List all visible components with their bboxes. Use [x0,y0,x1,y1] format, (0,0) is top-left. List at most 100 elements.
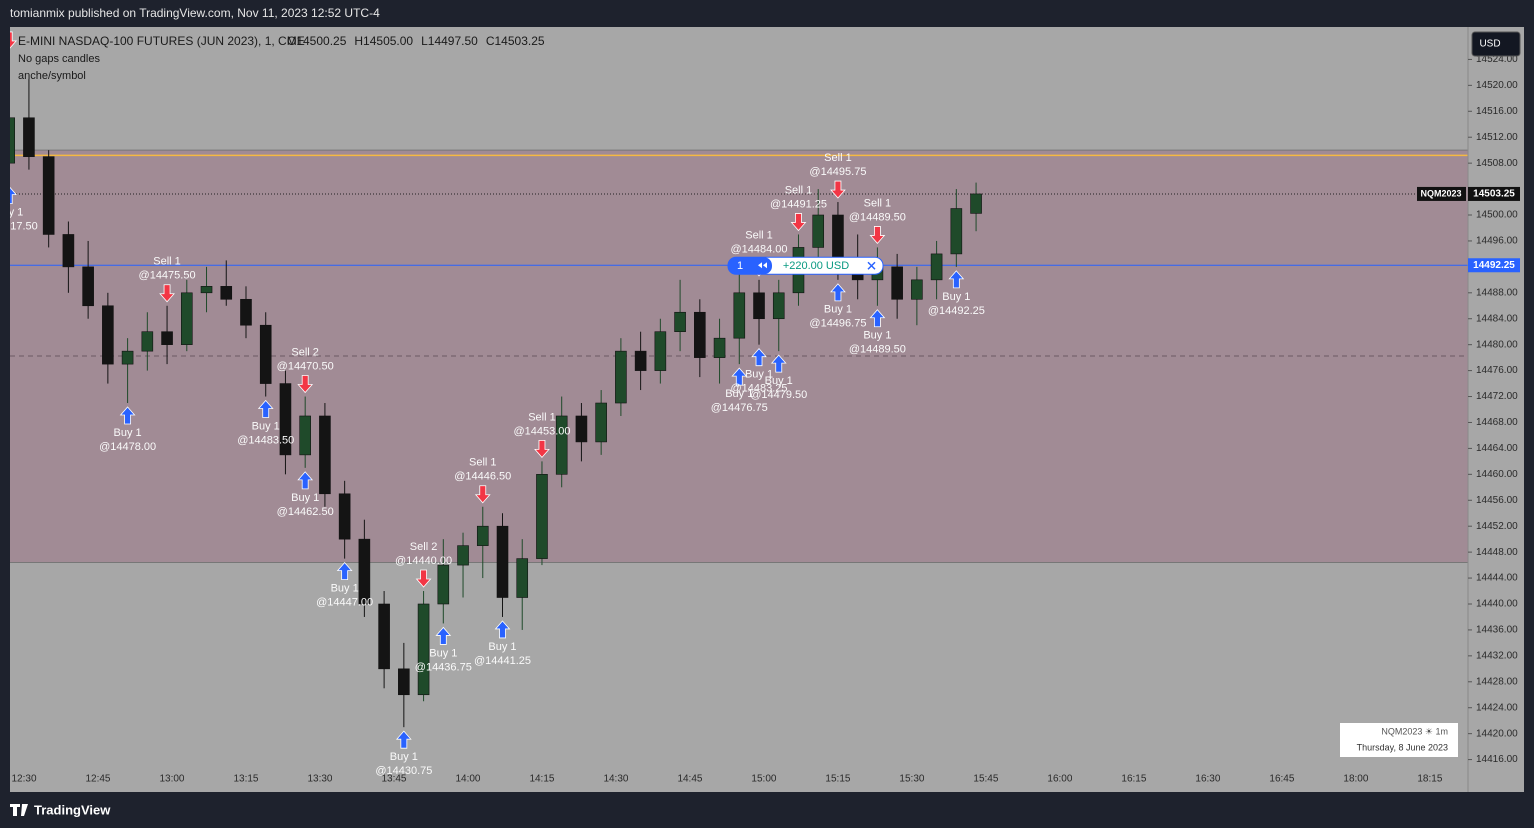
trade-label: Buy 1 [725,388,753,400]
trade-label: Sell 1 [153,256,181,268]
candle-body [299,415,311,456]
y-tick-label: 14516.00 [1476,106,1518,117]
candle-body [536,474,548,559]
y-tick-label: 14444.00 [1476,573,1518,584]
candle-body [575,415,588,443]
x-tick-label: 12:45 [85,774,110,785]
trade-label: Sell 1 [745,230,773,242]
x-tick-label: 14:00 [455,774,480,785]
trade-price: @14484.00 [730,244,787,256]
last-price-text: 14503.25 [1473,189,1515,200]
trade-label: Sell 1 [864,197,892,209]
candle-body [121,350,134,365]
symbol-tag [1417,186,1466,201]
candle-body [930,253,943,281]
y-tick-label: 14500.00 [1476,210,1518,221]
trade-price: @14436.75 [415,661,472,673]
y-tick-label: 14460.00 [1476,469,1518,480]
candle-body [832,214,844,261]
position-price-tag [1468,258,1520,273]
candle-body [634,350,647,371]
x-tick-label: 14:15 [529,774,554,785]
position-price-text: 14492.25 [1473,260,1515,271]
candle-body [772,292,785,320]
y-tick-label: 14484.00 [1476,313,1518,324]
publisher: tomianmix published on TradingView.com, … [10,6,380,20]
trade-label: Sell 1 [528,411,556,423]
x-tick-label: 15:30 [899,774,924,785]
reverse-icon[interactable] [758,262,767,269]
x-tick-label: 12:30 [11,774,36,785]
trade-label: Buy 1 [824,304,852,316]
position-pnl[interactable]: +220.00 USD [783,260,849,272]
x-tick-label: 15:00 [751,774,776,785]
candle-body [220,286,233,300]
candle-body [161,331,173,345]
candle-body [654,331,667,371]
x-tick-label: 16:45 [1269,774,1294,785]
close-icon[interactable] [867,261,876,270]
brand: TradingView [34,802,111,817]
candle-body [595,402,607,443]
trade-label: Sell 2 [410,541,438,553]
position-qty[interactable]: 1 [737,260,743,272]
candle-body [10,117,16,164]
x-tick-label: 18:15 [1417,774,1442,785]
candle-body [674,311,686,333]
trade-price: @14430.75 [375,765,432,777]
buy-arrow [435,626,452,645]
candle-body [82,266,94,307]
candle-body [200,286,213,294]
currency[interactable]: USD [1479,39,1500,50]
y-tick-label: 14420.00 [1476,728,1518,739]
trade-label: Buy 1 [331,583,359,595]
candle-body [437,564,450,605]
sell-arrow [869,226,886,245]
candle-body [417,603,430,696]
info-date: Thursday, 8 June 2023 [1357,742,1448,752]
sell-arrow [534,439,550,458]
candle-body [378,603,390,670]
candle-body [338,493,351,540]
ohlc-values: O14500.25 H14505.00 L14497.50 C14503.25 [287,34,545,48]
info-box [1340,723,1458,757]
y-tick-label: 14468.00 [1476,417,1518,428]
trade-label: Sell 1 [469,457,497,469]
overlay: NQM2023 14503.25 14492.25 1 +220.00 USD [727,186,1520,275]
trade-label: Buy 1 [291,492,319,504]
candle-body [102,305,114,365]
trade-price: @14506.75 [0,17,38,29]
trade-price: @14440.00 [395,555,452,567]
trade-price: @14453.00 [513,425,570,437]
candle-body [555,415,568,475]
trade-price: @14441.25 [474,655,531,667]
qty-box[interactable] [728,257,772,275]
trade-price: @14462.50 [277,506,334,518]
candle-body [753,292,765,320]
trade-price: @14478.00 [99,441,156,453]
y-tick-label: 14436.00 [1476,625,1518,636]
buy-arrow [257,399,274,418]
candle-body [141,331,154,352]
y-tick-label: 14520.00 [1476,80,1518,91]
trade-label: Buy 1 [488,641,516,653]
candle-body [62,234,75,268]
last-price-tag [1468,186,1520,201]
position-widget[interactable]: 1 +220.00 USD [727,256,884,275]
candle-body [713,337,726,358]
y-tick-label: 14428.00 [1476,676,1518,687]
x-tick-label: 16:30 [1195,774,1220,785]
trade-price: @14476.75 [711,402,768,414]
currency-button[interactable] [1471,31,1521,57]
indicator: anche/symbol [18,70,86,82]
trade-label: Buy 1 [252,420,280,432]
sell-arrow [830,180,846,199]
candle-body [694,311,706,358]
trade-label: Buy 1 [390,751,418,763]
buy-arrow [948,270,965,289]
ohlc-value: O14500.25 [287,34,347,48]
buy-arrow [869,309,886,328]
trade-label: Buy 1 [114,427,142,439]
candle-body [891,266,903,300]
sell-arrow [297,375,314,394]
